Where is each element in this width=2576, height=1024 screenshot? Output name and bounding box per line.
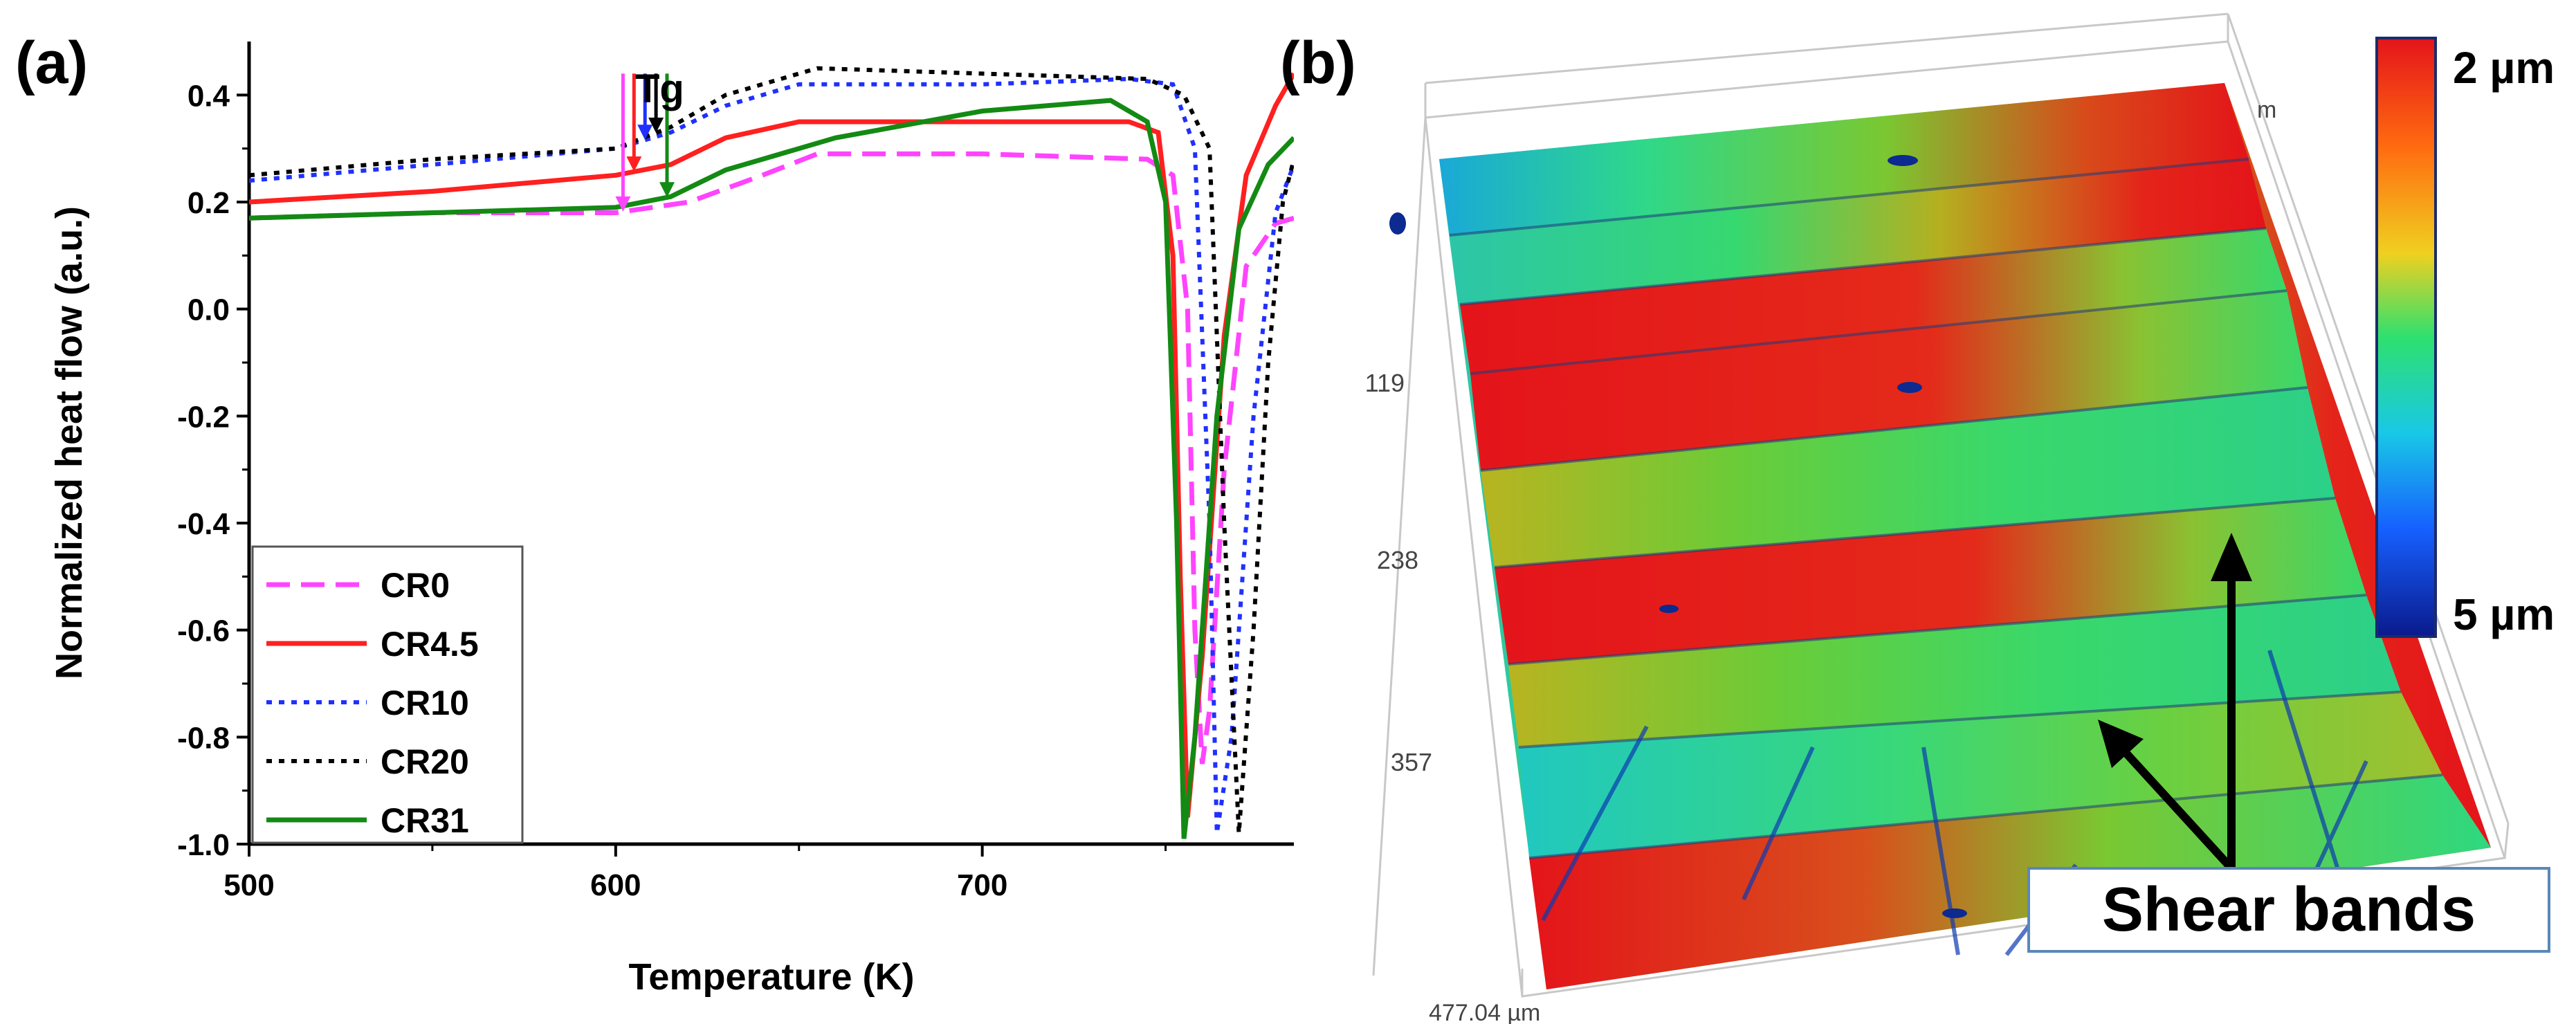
colorbar-top-label: 2 µm: [2453, 43, 2555, 93]
shear-band-arrows: [2117, 581, 2236, 872]
surface-band-1: [1439, 83, 2249, 235]
legend-label-cr31: CR31: [381, 801, 469, 840]
surface-defects: [1389, 155, 1967, 918]
surface-tick-357: 357: [1391, 748, 1432, 776]
y-tick-label: -0.8: [177, 721, 230, 755]
legend-label-cr4-5: CR4.5: [381, 625, 479, 664]
y-tick-label: -0.2: [177, 400, 230, 434]
tg-arrowhead-cr10: [637, 125, 653, 140]
legend: CR0 CR4.5 CR10 CR20 CR31: [251, 545, 524, 844]
surface-band-6: [1495, 498, 2366, 664]
arrow-diagonal-shaft: [2117, 744, 2235, 872]
x-tick-label: 700: [957, 868, 1007, 902]
tg-arrowhead-cr20: [648, 117, 664, 133]
x-ticks: 500 600 700: [223, 844, 1167, 902]
panel-b-label: (b): [1280, 30, 1356, 96]
surface-axis-end-label: 477.04 µm: [1429, 1000, 1540, 1024]
terrace-steps: [1449, 158, 2443, 859]
surface-band-2: [1450, 159, 2266, 304]
series-line-cr0: [249, 151, 1294, 765]
y-tick-label: -0.6: [177, 614, 230, 648]
series-line-cr20: [249, 66, 1294, 834]
x-tick-label: 500: [223, 868, 274, 902]
surface-band-5: [1481, 387, 2335, 567]
surface-band-9: [1529, 775, 2491, 989]
colorbar: [2375, 37, 2437, 638]
y-tick-label: -0.4: [177, 507, 230, 541]
surface-axis-top-label: m: [2257, 97, 2276, 123]
colorbar-bottom-label: 5 µm: [2453, 589, 2555, 639]
legend-label-cr0: CR0: [381, 566, 450, 605]
y-ticks: -1.0 -0.8 -0.6 -0.4 -0.2 0.0 0.2 0.4: [177, 79, 249, 862]
surface-topography-plot: 119 238 357 477.04 µm m 2 µm 5 µm Shear …: [1365, 12, 2555, 1024]
shear-bands-box: [2027, 867, 2550, 953]
series-line-cr31: [249, 98, 1294, 839]
y-axis-title: Normalized heat flow (a.u.): [48, 206, 90, 679]
tg-arrowhead-cr4-5: [626, 156, 642, 172]
bounding-box-wireframe: [1372, 12, 2510, 998]
legend-label-cr20: CR20: [381, 742, 469, 781]
surface-tick-238: 238: [1377, 546, 1418, 574]
series-group: [249, 66, 1294, 839]
legend-box: [251, 545, 524, 844]
heat-flow-chart: -1.0-0.8-0.6-0.4-0.20.00.20.4 500 600 700 …: [48, 42, 1294, 998]
tg-annotation: Tg: [635, 66, 684, 111]
y-tick-label: 0.4: [188, 79, 230, 113]
arrow-up-head: [2211, 533, 2252, 581]
tg-arrowhead-cr31: [659, 182, 675, 198]
panel-a-label: (a): [15, 30, 88, 96]
tg-arrowhead-cr0: [615, 196, 631, 212]
shear-bands-label: Shear bands: [2102, 875, 2476, 944]
arrow-diagonal-head: [2098, 720, 2144, 768]
y-tick-label: 0.0: [188, 293, 230, 327]
surface-band-3: [1460, 228, 2287, 374]
surface-tick-119: 119: [1365, 369, 1405, 397]
x-tick-label: 600: [590, 868, 641, 902]
y-tick-label: -1.0: [177, 828, 230, 862]
x-axis-title: Temperature (K): [628, 956, 914, 998]
legend-label-cr10: CR10: [381, 684, 469, 722]
tg-markers: [615, 73, 675, 212]
surface-band-7: [1508, 595, 2401, 747]
surface-band-4: [1470, 291, 2308, 470]
y-tick-label: 0.2: [188, 186, 230, 220]
